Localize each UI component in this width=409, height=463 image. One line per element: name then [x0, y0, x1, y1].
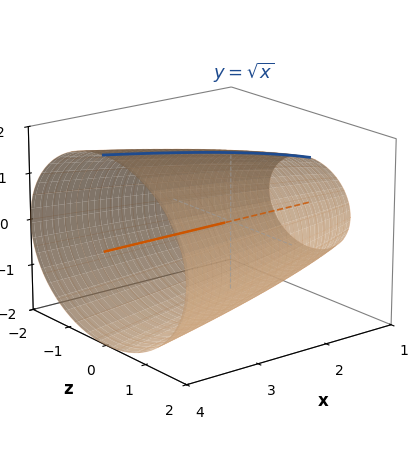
Text: $y = \sqrt{x}$: $y = \sqrt{x}$ [213, 61, 274, 85]
Y-axis label: z: z [63, 381, 73, 398]
X-axis label: x: x [317, 393, 328, 410]
